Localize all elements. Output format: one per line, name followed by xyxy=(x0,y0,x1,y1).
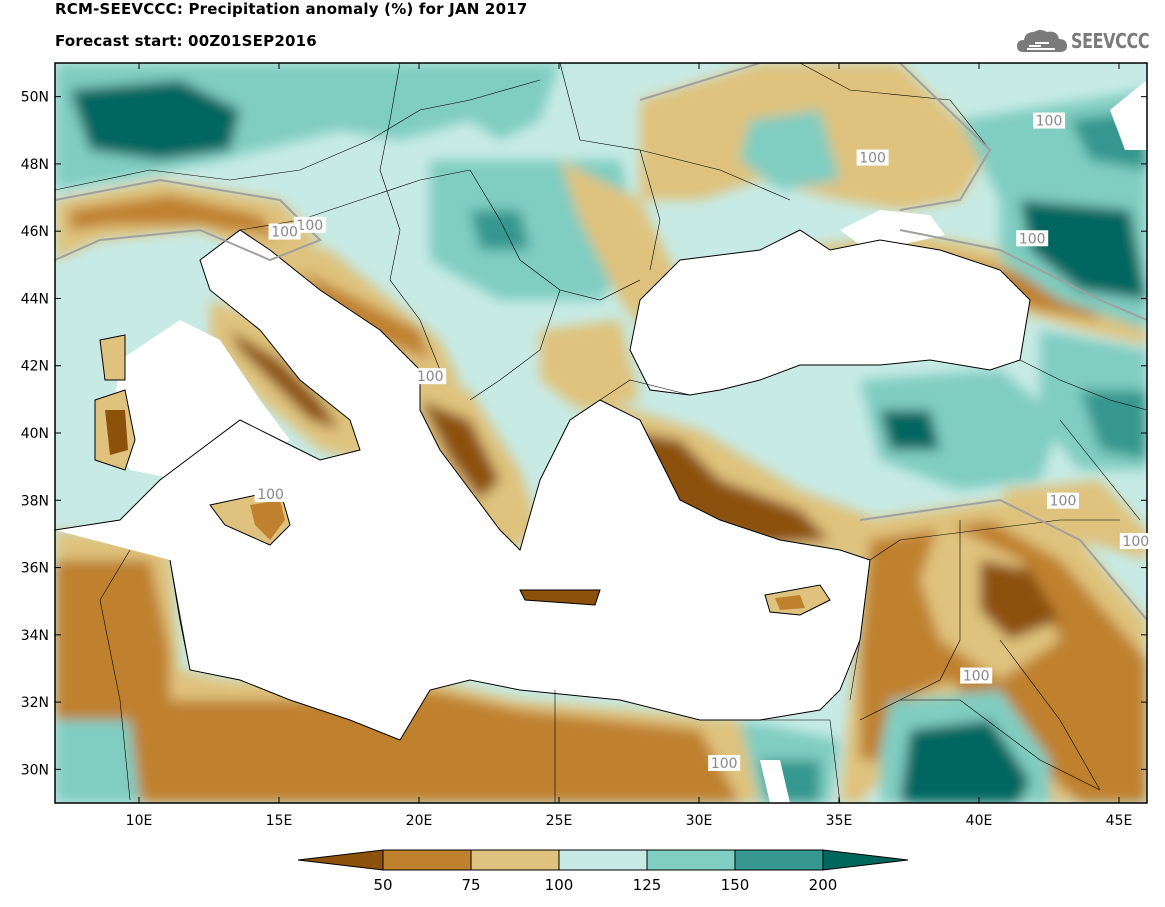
sea-mask xyxy=(55,80,1147,803)
colorbar-label: 50 xyxy=(373,876,392,894)
colorbar-segment-gt200 xyxy=(823,850,908,870)
colorbar-label: 125 xyxy=(633,876,662,894)
lat-tick-label: 30N xyxy=(21,762,49,778)
coastlines xyxy=(55,229,1031,741)
crete xyxy=(520,590,600,605)
contour-label: 100 xyxy=(1122,534,1149,550)
contour-label-bg xyxy=(293,216,326,233)
precipitation-field xyxy=(55,63,1147,803)
contour-label: 100 xyxy=(417,369,444,385)
contour-label: 100 xyxy=(271,225,298,241)
islands xyxy=(95,335,830,615)
lon-tick-label: 10E xyxy=(126,813,153,829)
contour-label-bg xyxy=(708,755,741,771)
contour-label-bg xyxy=(1016,230,1049,247)
colorbar-labels: 50 75 100 125 150 200 xyxy=(373,876,837,894)
axis-ticks: 10E 15E 20E 25E 30E 35E 40E 45E 30N 32N 34N 36N 38N 4… xyxy=(21,63,1147,829)
lat-tick-label: 48N xyxy=(21,157,49,173)
corsica xyxy=(100,335,125,380)
contour-label-bg xyxy=(268,223,301,240)
lon-tick-label: 40E xyxy=(966,813,993,829)
cloud-logo-icon xyxy=(1017,30,1067,52)
lon-tick-label: 20E xyxy=(406,813,433,829)
contour-label-bg xyxy=(1033,112,1065,129)
lat-tick-label: 38N xyxy=(21,493,49,509)
contour-label-bg xyxy=(856,149,889,166)
lon-tick-label: 30E xyxy=(686,813,713,829)
lat-tick-label: 34N xyxy=(21,628,49,644)
colorbar-segment-100-125 xyxy=(559,850,647,870)
contour-label: 100 xyxy=(1036,114,1063,130)
contour-label: 100 xyxy=(1050,494,1077,510)
colorbar-label: 200 xyxy=(809,876,838,894)
contour-label-bg xyxy=(1119,533,1152,549)
lat-tick-label: 40N xyxy=(21,426,49,442)
lon-tick-label: 45E xyxy=(1106,813,1133,829)
colorbar-segment-150-200 xyxy=(735,850,823,870)
colorbar-segment-75-100 xyxy=(471,850,559,870)
seevccc-logo: SEEVCCC xyxy=(1015,24,1155,58)
colorbar-label: 150 xyxy=(721,876,750,894)
lon-tick-label: 15E xyxy=(266,813,293,829)
colorbar-label: 75 xyxy=(461,876,480,894)
country-borders xyxy=(55,63,1147,803)
lat-tick-label: 36N xyxy=(21,561,49,577)
contour-label: 100 xyxy=(1019,231,1046,247)
logo-text: SEEVCCC xyxy=(1071,29,1150,53)
colorbar-segment-125-150 xyxy=(647,850,735,870)
forecast-start: Forecast start: 00Z01SEP2016 xyxy=(55,32,317,50)
lat-tick-label: 32N xyxy=(21,695,49,711)
lat-tick-label: 44N xyxy=(21,291,49,307)
lat-tick-label: 50N xyxy=(21,90,49,106)
contour-label: 100 xyxy=(963,669,990,685)
colorbar-label: 100 xyxy=(545,876,574,894)
contour-label-bg xyxy=(254,485,287,502)
contour-label-bg xyxy=(1047,492,1079,509)
colorbar: 50 75 100 125 150 200 xyxy=(297,849,909,894)
contour-label-bg xyxy=(414,368,447,385)
map-title: RCM-SEEVCCC: Precipitation anomaly (%) f… xyxy=(55,0,528,18)
contour-label: 100 xyxy=(257,487,284,503)
lon-tick-label: 35E xyxy=(826,813,853,829)
colorbar-segment-lt50 xyxy=(298,850,383,870)
lon-tick-label: 25E xyxy=(546,813,573,829)
lat-tick-label: 46N xyxy=(21,224,49,240)
contour-100-lines xyxy=(55,63,1147,621)
contour-label: 100 xyxy=(859,151,886,167)
contour-label-bg xyxy=(960,667,993,684)
lat-tick-label: 42N xyxy=(21,359,49,375)
contour-label: 100 xyxy=(711,756,738,772)
colorbar-segment-50-75 xyxy=(383,850,471,870)
contour-label: 100 xyxy=(296,218,323,234)
